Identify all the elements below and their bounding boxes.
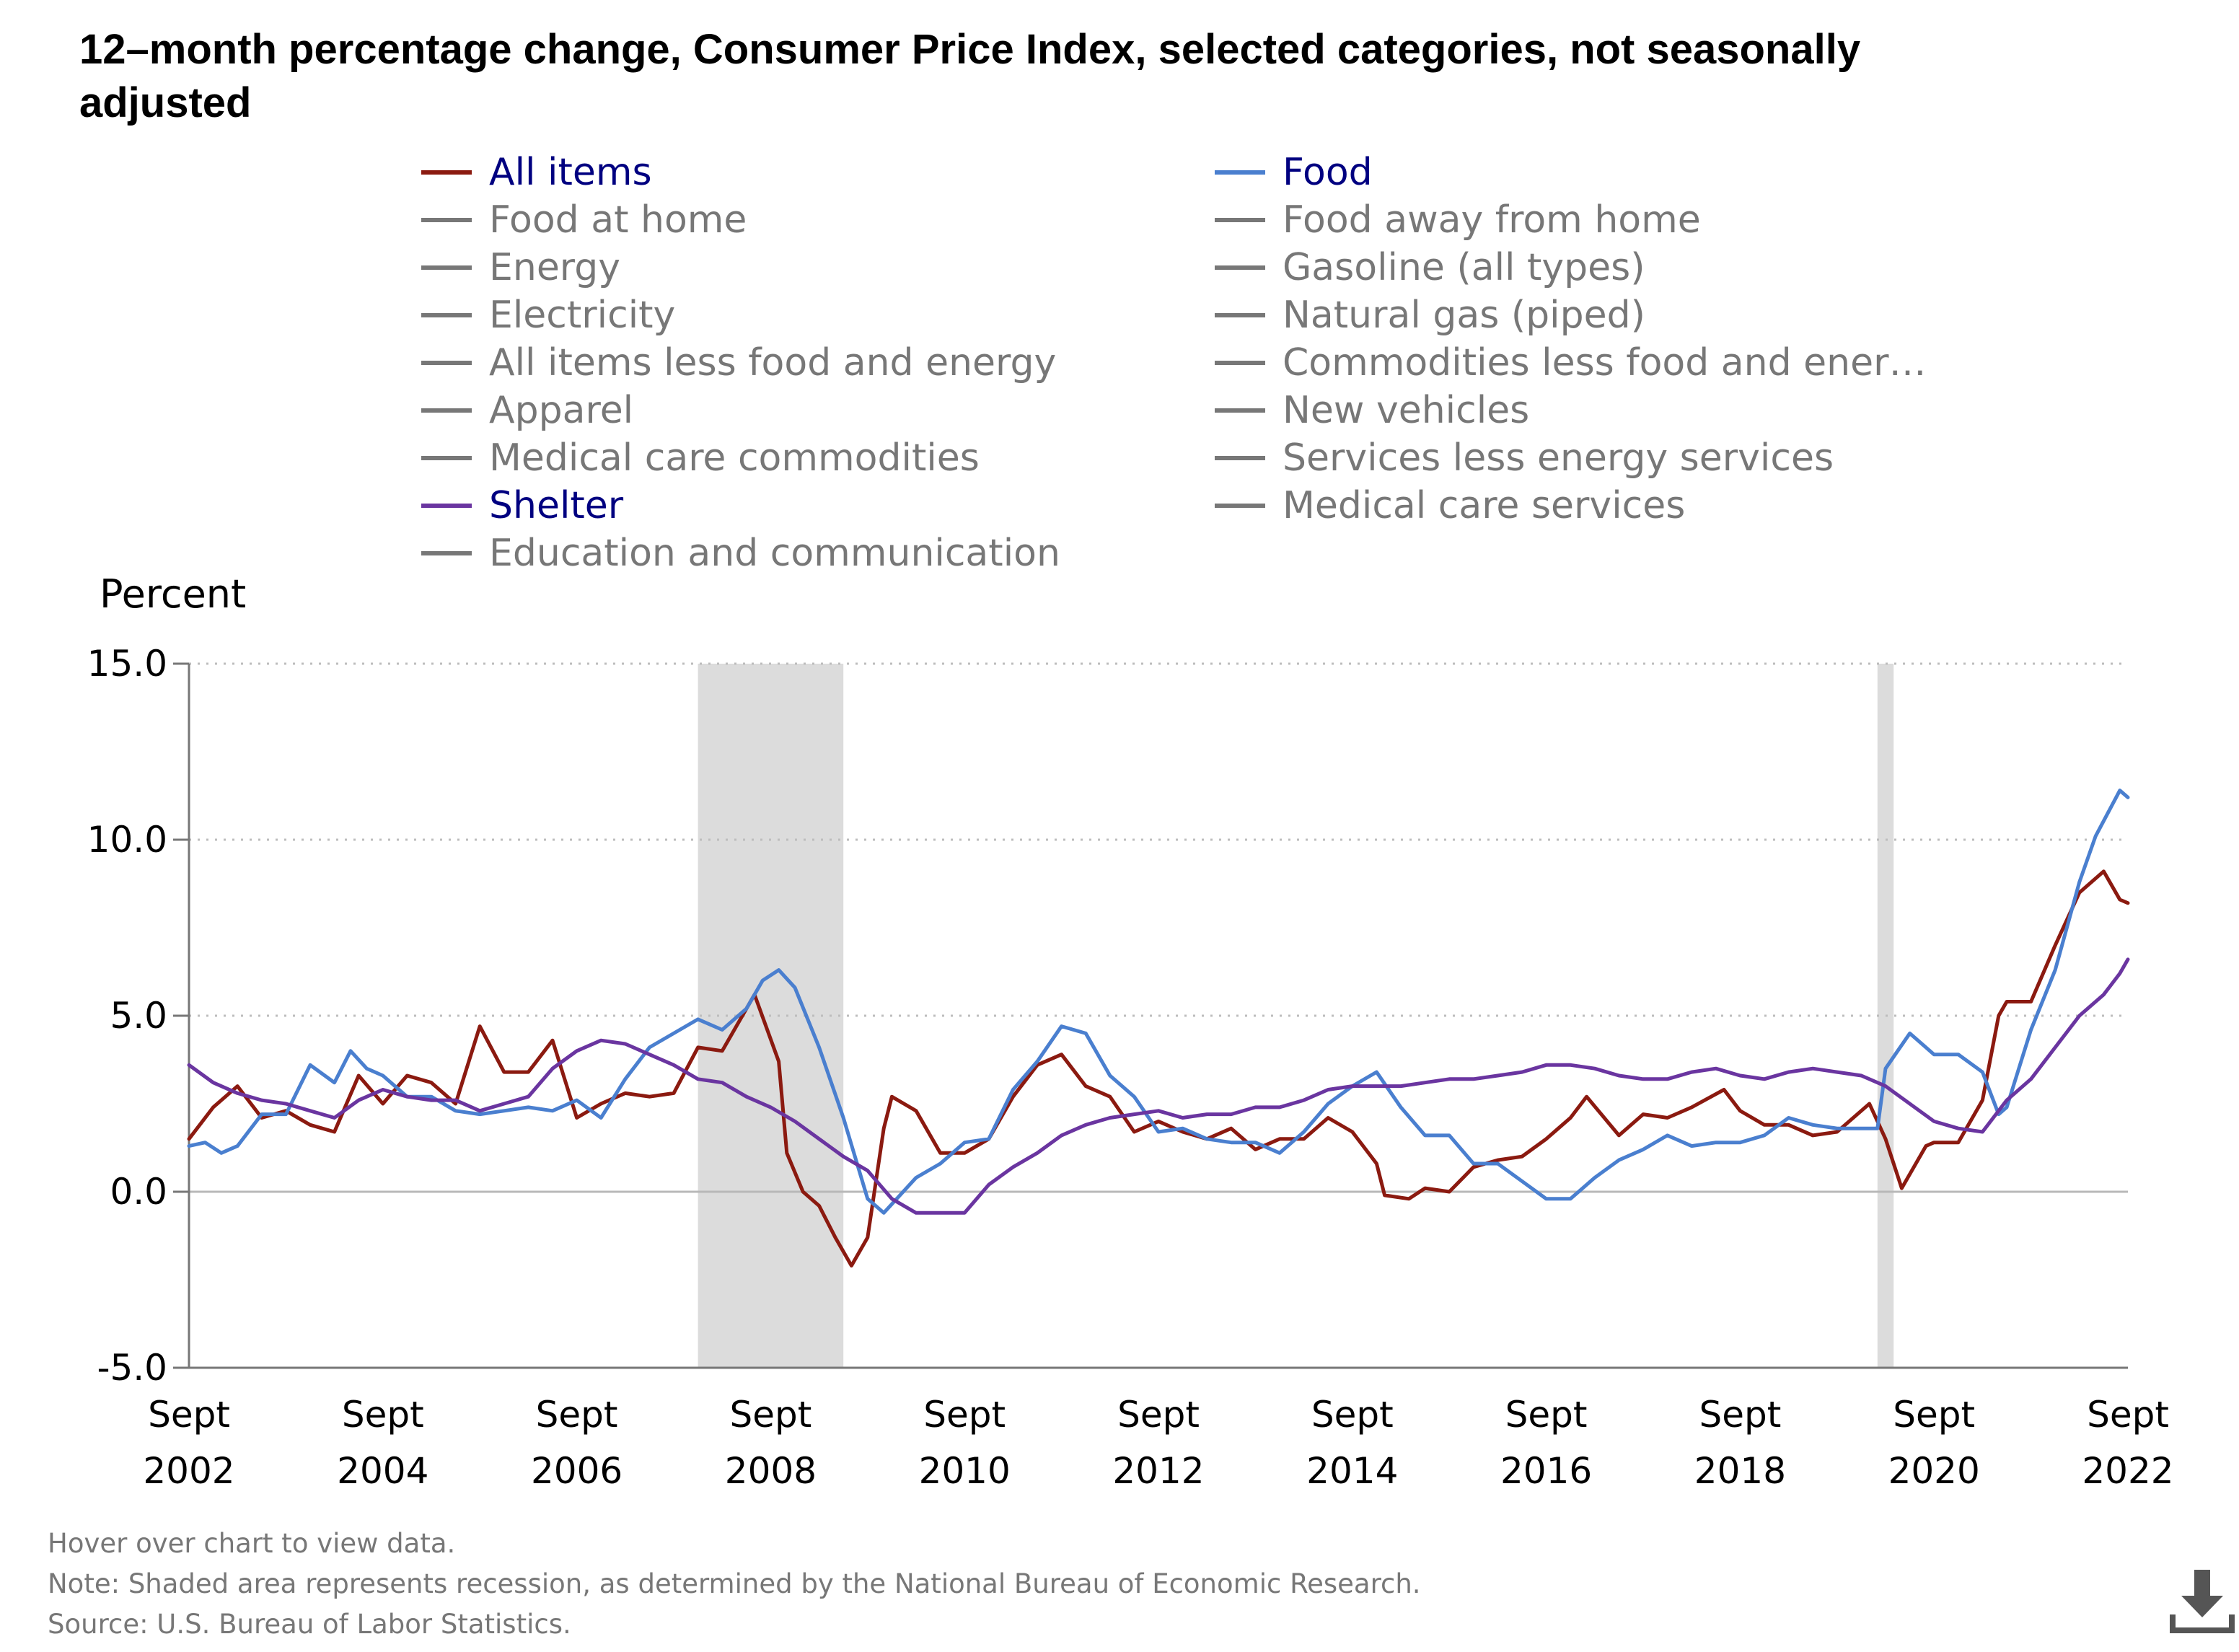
legend-swatch [1215,218,1265,222]
legend-swatch [421,218,472,222]
x-tick-label-year: 2008 [725,1450,817,1492]
legend-item[interactable]: Medical care commodities [421,434,980,482]
x-tick-label-year: 2012 [1112,1450,1204,1492]
legend-swatch [1215,408,1265,413]
series-lines [187,788,2130,1267]
x-tick-label-month: Sept [923,1394,1006,1436]
legend-swatch [421,313,472,317]
x-tick-label-month: Sept [2087,1394,2169,1436]
legend-item[interactable]: All items [421,149,652,196]
legend-label: Natural gas (piped) [1283,294,1645,337]
recession-note: Note: Shaded area represents recession, … [48,1568,1421,1599]
legend-label: All items less food and energy [489,341,1057,385]
source-note: Source: U.S. Bureau of Labor Statistics. [48,1609,571,1640]
footer: Hover over chart to view data. Note: Sha… [48,1524,1421,1645]
x-tick-label-month: Sept [1893,1394,1975,1436]
line-chart[interactable]: 15.0 10.0 5.0 0.0 -5.0 Sept 2002 Sept 2004 Sept 20… [0,0,2239,1515]
x-tick-label-year: 2022 [2082,1450,2173,1492]
x-tick-label-month: Sept [1505,1394,1588,1436]
legend-label: Apparel [489,389,634,432]
y-axis-label: Percent [100,571,247,617]
legend-label: Services less energy services [1283,436,1834,480]
legend-label: Energy [489,246,621,289]
x-tick-label-year: 2018 [1694,1450,1786,1492]
download-icon [2170,1570,2235,1633]
legend-item[interactable]: Medical care services [1215,482,1685,530]
legend: All items Food Food at home Food away from … [421,149,2008,581]
legend-item[interactable]: Electricity [421,291,675,339]
legend-item[interactable]: Food away from home [1215,196,1701,244]
legend-label: Education and communication [489,532,1060,575]
series-line-food[interactable] [187,788,2130,1215]
y-tick-label: 10.0 [87,819,167,861]
x-tick-label-year: 2002 [143,1450,234,1492]
legend-swatch [421,408,472,413]
chart-title: 12–month percentage change, Consumer Pri… [79,26,1861,126]
legend-label: Food away from home [1283,198,1701,242]
legend-swatch [421,265,472,270]
legend-label: Gasoline (all types) [1283,246,1645,289]
legend-item[interactable]: Natural gas (piped) [1215,291,1645,339]
legend-item[interactable]: Services less energy services [1215,434,1834,482]
legend-swatch [1215,361,1265,365]
x-tick-label-month: Sept [1699,1394,1781,1436]
legend-item[interactable]: Shelter [421,482,623,530]
hover-hint: Hover over chart to view data. [48,1528,456,1559]
x-tick-label-month: Sept [536,1394,618,1436]
series-line-shelter[interactable] [187,957,2130,1215]
y-tick-label: -5.0 [97,1347,167,1389]
legend-label: All items [489,151,652,194]
x-tick-label-month: Sept [1311,1394,1394,1436]
axes: 15.0 10.0 5.0 0.0 -5.0 Sept 2002 Sept 2004 Sept 20… [87,643,2174,1492]
legend-item[interactable]: Commodities less food and ener… [1215,339,1926,387]
x-tick-label-year: 2014 [1306,1450,1398,1492]
x-tick-label-month: Sept [342,1394,424,1436]
legend-swatch [421,456,472,460]
x-tick-label-month: Sept [729,1394,811,1436]
legend-label: Commodities less food and ener… [1283,341,1927,385]
legend-item[interactable]: Education and communication [421,530,1060,577]
legend-swatch [421,170,472,175]
legend-swatch [1215,504,1265,508]
legend-swatch [1215,265,1265,270]
legend-swatch [421,361,472,365]
legend-item[interactable]: Gasoline (all types) [1215,244,1645,291]
legend-item[interactable]: All items less food and energy [421,339,1056,387]
download-button[interactable] [2167,1564,2238,1638]
series-line-all-items[interactable] [187,869,2130,1267]
legend-label: Food at home [489,198,747,242]
x-tick-label-year: 2004 [337,1450,428,1492]
legend-swatch [1215,313,1265,317]
legend-swatch [421,504,472,508]
legend-item[interactable]: Energy [421,244,620,291]
x-tick-label-year: 2010 [919,1450,1011,1492]
legend-label: Shelter [489,484,624,527]
legend-item[interactable]: Food at home [421,196,747,244]
legend-swatch [421,551,472,555]
legend-label: Medical care commodities [489,436,980,480]
y-tick-label: 15.0 [87,643,167,685]
y-tick-label: 0.0 [110,1171,167,1213]
x-tick-label-year: 2016 [1500,1450,1592,1492]
gridlines [189,662,2128,1193]
legend-item[interactable]: Apparel [421,387,633,434]
x-tick-label-month: Sept [1117,1394,1200,1436]
x-tick-label-year: 2020 [1888,1450,1980,1492]
legend-swatch [1215,170,1265,175]
y-tick-label: 5.0 [110,995,167,1037]
x-tick-label-month: Sept [148,1394,230,1436]
legend-item[interactable]: Food [1215,149,1373,196]
x-tick-label-year: 2006 [531,1450,623,1492]
legend-swatch [1215,456,1265,460]
legend-label: New vehicles [1283,389,1530,432]
legend-label: Medical care services [1283,484,1686,527]
legend-label: Food [1283,151,1373,194]
legend-label: Electricity [489,294,676,337]
legend-item[interactable]: New vehicles [1215,387,1529,434]
